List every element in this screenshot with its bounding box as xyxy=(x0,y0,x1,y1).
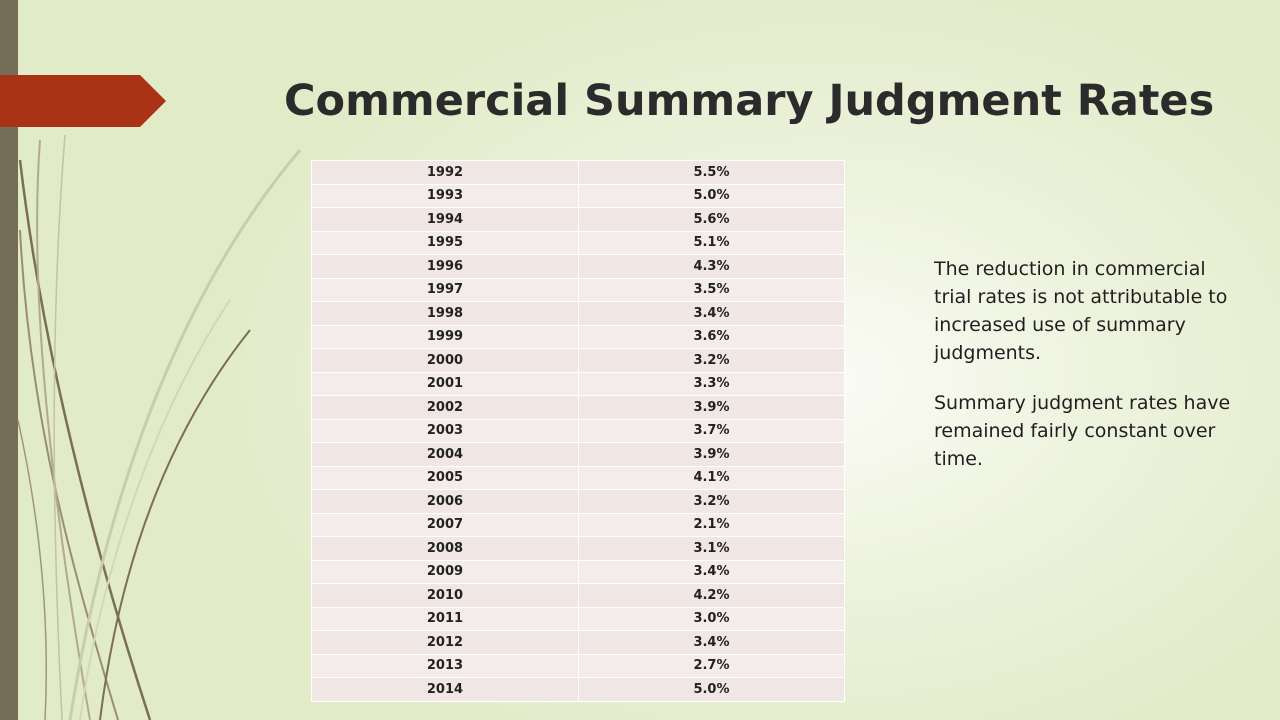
note-paragraph-2: Summary judgment rates have remained fai… xyxy=(934,392,1231,470)
table-row: 2010 4.2% xyxy=(311,583,846,608)
table-row: 2005 4.1% xyxy=(311,465,846,490)
rate-cell: 3.0% xyxy=(577,606,846,631)
table-row: 2001 3.3% xyxy=(311,371,846,396)
rate-cell: 5.5% xyxy=(577,160,846,185)
table-row: 2009 3.4% xyxy=(311,559,846,584)
year-cell: 2006 xyxy=(311,489,579,514)
rate-cell: 3.4% xyxy=(577,301,846,326)
table-row: 1998 3.4% xyxy=(311,301,846,326)
table-row: 1994 5.6% xyxy=(311,207,846,232)
table-row: 1999 3.6% xyxy=(311,324,846,349)
year-cell: 2005 xyxy=(311,465,579,490)
year-cell: 2009 xyxy=(311,559,579,584)
table-row: 1992 5.5% xyxy=(311,160,846,185)
rate-cell: 5.1% xyxy=(577,230,846,255)
rates-table: 1992 5.5% 1993 5.0% 1994 5.6% 1995 5.1% 1996 4.3%… xyxy=(311,160,846,702)
table-row: 1997 3.5% xyxy=(311,277,846,302)
table-row: 2012 3.4% xyxy=(311,630,846,655)
year-cell: 2010 xyxy=(311,583,579,608)
table-row: 2007 2.1% xyxy=(311,512,846,537)
table-row: 2002 3.9% xyxy=(311,395,846,420)
rate-cell: 3.2% xyxy=(577,489,846,514)
table-row: 2011 3.0% xyxy=(311,606,846,631)
table-row: 2014 5.0% xyxy=(311,677,846,702)
rate-cell: 2.7% xyxy=(577,653,846,678)
year-cell: 2004 xyxy=(311,442,579,467)
year-cell: 1994 xyxy=(311,207,579,232)
year-cell: 2007 xyxy=(311,512,579,537)
rate-cell: 5.0% xyxy=(577,677,846,702)
rate-cell: 2.1% xyxy=(577,512,846,537)
table-row: 1993 5.0% xyxy=(311,183,846,208)
year-cell: 1999 xyxy=(311,324,579,349)
year-cell: 2001 xyxy=(311,371,579,396)
rate-cell: 4.2% xyxy=(577,583,846,608)
rate-cell: 3.7% xyxy=(577,418,846,443)
year-cell: 1997 xyxy=(311,277,579,302)
decorative-grass-lines xyxy=(17,134,302,720)
table-row: 2000 3.2% xyxy=(311,348,846,373)
rate-cell: 4.1% xyxy=(577,465,846,490)
table-row: 2006 3.2% xyxy=(311,489,846,514)
rate-cell: 3.5% xyxy=(577,277,846,302)
table-row: 2004 3.9% xyxy=(311,442,846,467)
table-row: 2008 3.1% xyxy=(311,536,846,561)
rate-cell: 3.3% xyxy=(577,371,846,396)
year-cell: 1996 xyxy=(311,254,579,279)
rate-cell: 3.2% xyxy=(577,348,846,373)
year-cell: 1993 xyxy=(311,183,579,208)
rate-cell: 3.9% xyxy=(577,442,846,467)
year-cell: 2002 xyxy=(311,395,579,420)
year-cell: 2003 xyxy=(311,418,579,443)
rate-cell: 3.4% xyxy=(577,630,846,655)
slide-title: Commercial Summary Judgment Rates xyxy=(284,76,1215,126)
year-cell: 2014 xyxy=(311,677,579,702)
table-row: 1996 4.3% xyxy=(311,254,846,279)
year-cell: 2012 xyxy=(311,630,579,655)
rate-cell: 5.6% xyxy=(577,207,846,232)
rates-table-body: 1992 5.5% 1993 5.0% 1994 5.6% 1995 5.1% 1996 4.3%… xyxy=(311,160,846,702)
table-row: 2013 2.7% xyxy=(311,653,846,678)
year-cell: 1992 xyxy=(311,160,579,185)
rate-cell: 5.0% xyxy=(577,183,846,208)
year-cell: 1995 xyxy=(311,230,579,255)
year-cell: 2000 xyxy=(311,348,579,373)
rate-cell: 3.1% xyxy=(577,536,846,561)
year-cell: 2013 xyxy=(311,653,579,678)
year-cell: 1998 xyxy=(311,301,579,326)
rate-cell: 3.9% xyxy=(577,395,846,420)
notes-panel: The reduction in commercial trial rates … xyxy=(934,255,1244,495)
table-row: 1995 5.1% xyxy=(311,230,846,255)
rate-cell: 4.3% xyxy=(577,254,846,279)
rate-cell: 3.4% xyxy=(577,559,846,584)
rate-cell: 3.6% xyxy=(577,324,846,349)
year-cell: 2008 xyxy=(311,536,579,561)
left-accent-bar xyxy=(0,0,18,720)
title-arrow-shape xyxy=(0,75,166,127)
year-cell: 2011 xyxy=(311,606,579,631)
table-row: 2003 3.7% xyxy=(311,418,846,443)
note-paragraph-1: The reduction in commercial trial rates … xyxy=(934,258,1228,364)
